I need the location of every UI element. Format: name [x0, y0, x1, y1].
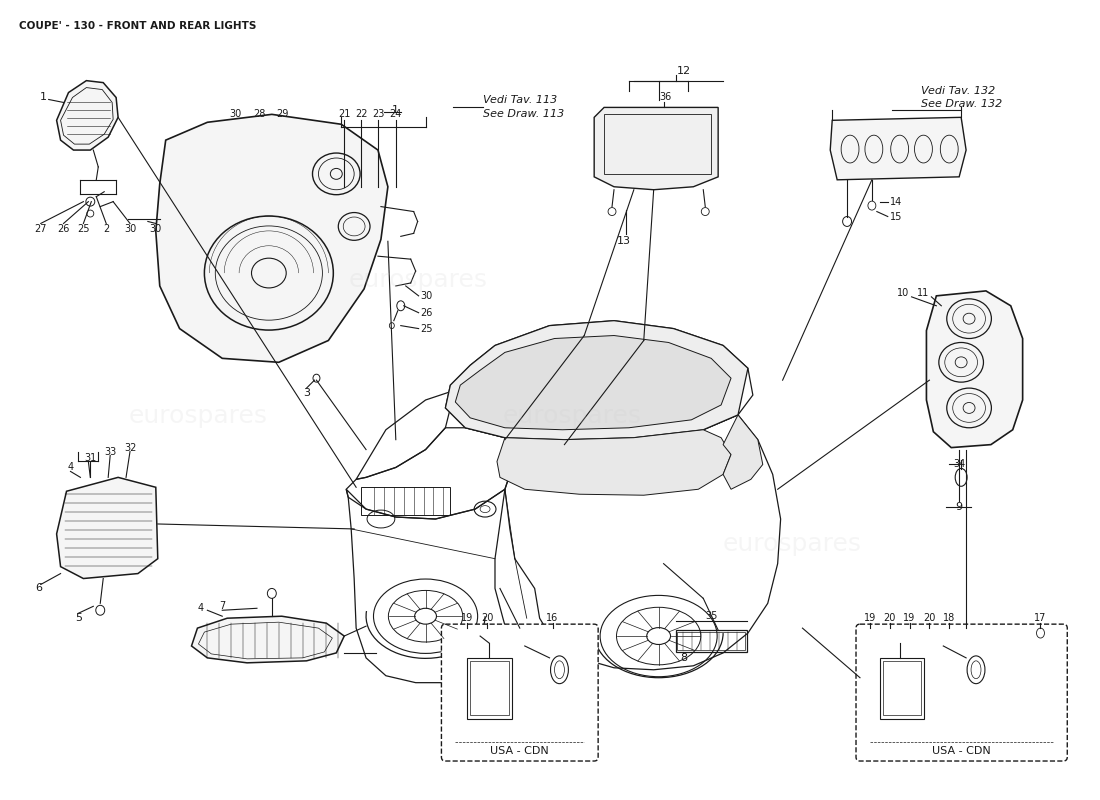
Polygon shape — [191, 616, 344, 663]
Text: 1: 1 — [40, 93, 46, 102]
Text: 3: 3 — [302, 388, 310, 398]
Text: 2: 2 — [103, 225, 109, 234]
Polygon shape — [830, 118, 966, 180]
Polygon shape — [156, 114, 388, 362]
Text: Vedi Tav. 132: Vedi Tav. 132 — [922, 86, 996, 95]
Text: 1: 1 — [393, 106, 399, 115]
Text: 36: 36 — [660, 93, 672, 102]
FancyBboxPatch shape — [441, 624, 598, 761]
Polygon shape — [594, 107, 718, 190]
Text: 9: 9 — [956, 502, 962, 512]
Text: eurospares: eurospares — [503, 404, 641, 428]
Bar — [468, 658, 512, 719]
Text: 13: 13 — [617, 236, 631, 246]
Text: 30: 30 — [150, 225, 162, 234]
Text: 15: 15 — [890, 211, 902, 222]
Text: COUPE' - 130 - FRONT AND REAR LIGHTS: COUPE' - 130 - FRONT AND REAR LIGHTS — [19, 21, 256, 31]
Text: 34: 34 — [953, 459, 966, 470]
Polygon shape — [455, 335, 732, 430]
Text: 19: 19 — [461, 614, 473, 623]
Text: 14: 14 — [890, 197, 902, 206]
Text: 25: 25 — [77, 225, 89, 234]
Text: 22: 22 — [355, 110, 367, 119]
Text: 23: 23 — [372, 110, 384, 119]
Text: 4: 4 — [67, 462, 74, 473]
Polygon shape — [446, 321, 748, 440]
Text: See Draw. 132: See Draw. 132 — [922, 99, 1003, 110]
Text: 26: 26 — [57, 225, 69, 234]
Text: 27: 27 — [34, 225, 47, 234]
Polygon shape — [56, 478, 157, 578]
Text: 4: 4 — [197, 603, 204, 614]
Text: 31: 31 — [85, 453, 97, 462]
Text: 17: 17 — [1034, 614, 1047, 623]
Text: 35: 35 — [705, 611, 717, 622]
Text: 21: 21 — [338, 110, 351, 119]
Text: 30: 30 — [229, 110, 241, 119]
Text: See Draw. 113: See Draw. 113 — [483, 110, 564, 119]
Polygon shape — [723, 415, 762, 490]
Text: 8: 8 — [680, 653, 688, 663]
Text: USA - CDN: USA - CDN — [491, 746, 549, 756]
Text: 7: 7 — [219, 602, 225, 611]
Polygon shape — [497, 430, 732, 495]
Polygon shape — [926, 291, 1023, 448]
Text: 20: 20 — [481, 614, 493, 623]
Text: 24: 24 — [389, 110, 402, 119]
Text: 30: 30 — [420, 291, 433, 301]
Bar — [604, 114, 712, 174]
FancyBboxPatch shape — [856, 624, 1067, 761]
Text: 11: 11 — [917, 288, 930, 298]
Text: 20: 20 — [923, 614, 936, 623]
Text: 6: 6 — [35, 583, 42, 594]
Bar — [880, 658, 924, 719]
Text: 19: 19 — [903, 614, 915, 623]
Polygon shape — [56, 81, 118, 150]
Text: eurospares: eurospares — [349, 268, 487, 292]
Text: 30: 30 — [124, 225, 136, 234]
Bar — [675, 630, 747, 652]
Bar — [470, 661, 509, 715]
Text: USA - CDN: USA - CDN — [932, 746, 990, 756]
Text: 29: 29 — [276, 110, 289, 119]
Text: 28: 28 — [253, 110, 265, 119]
Text: 12: 12 — [676, 66, 691, 76]
Text: 25: 25 — [420, 323, 433, 334]
Text: Vedi Tav. 113: Vedi Tav. 113 — [483, 95, 558, 106]
Text: eurospares: eurospares — [129, 404, 267, 428]
Text: 19: 19 — [864, 614, 876, 623]
Text: 10: 10 — [898, 288, 910, 298]
Text: eurospares: eurospares — [723, 532, 861, 556]
Text: 26: 26 — [420, 308, 433, 318]
Text: 5: 5 — [75, 614, 81, 623]
Text: 18: 18 — [943, 614, 956, 623]
Bar — [678, 632, 745, 650]
Text: 33: 33 — [104, 446, 117, 457]
Text: 20: 20 — [883, 614, 895, 623]
Text: 32: 32 — [124, 442, 136, 453]
Bar — [883, 661, 922, 715]
Bar — [361, 487, 450, 515]
Text: 16: 16 — [547, 614, 559, 623]
